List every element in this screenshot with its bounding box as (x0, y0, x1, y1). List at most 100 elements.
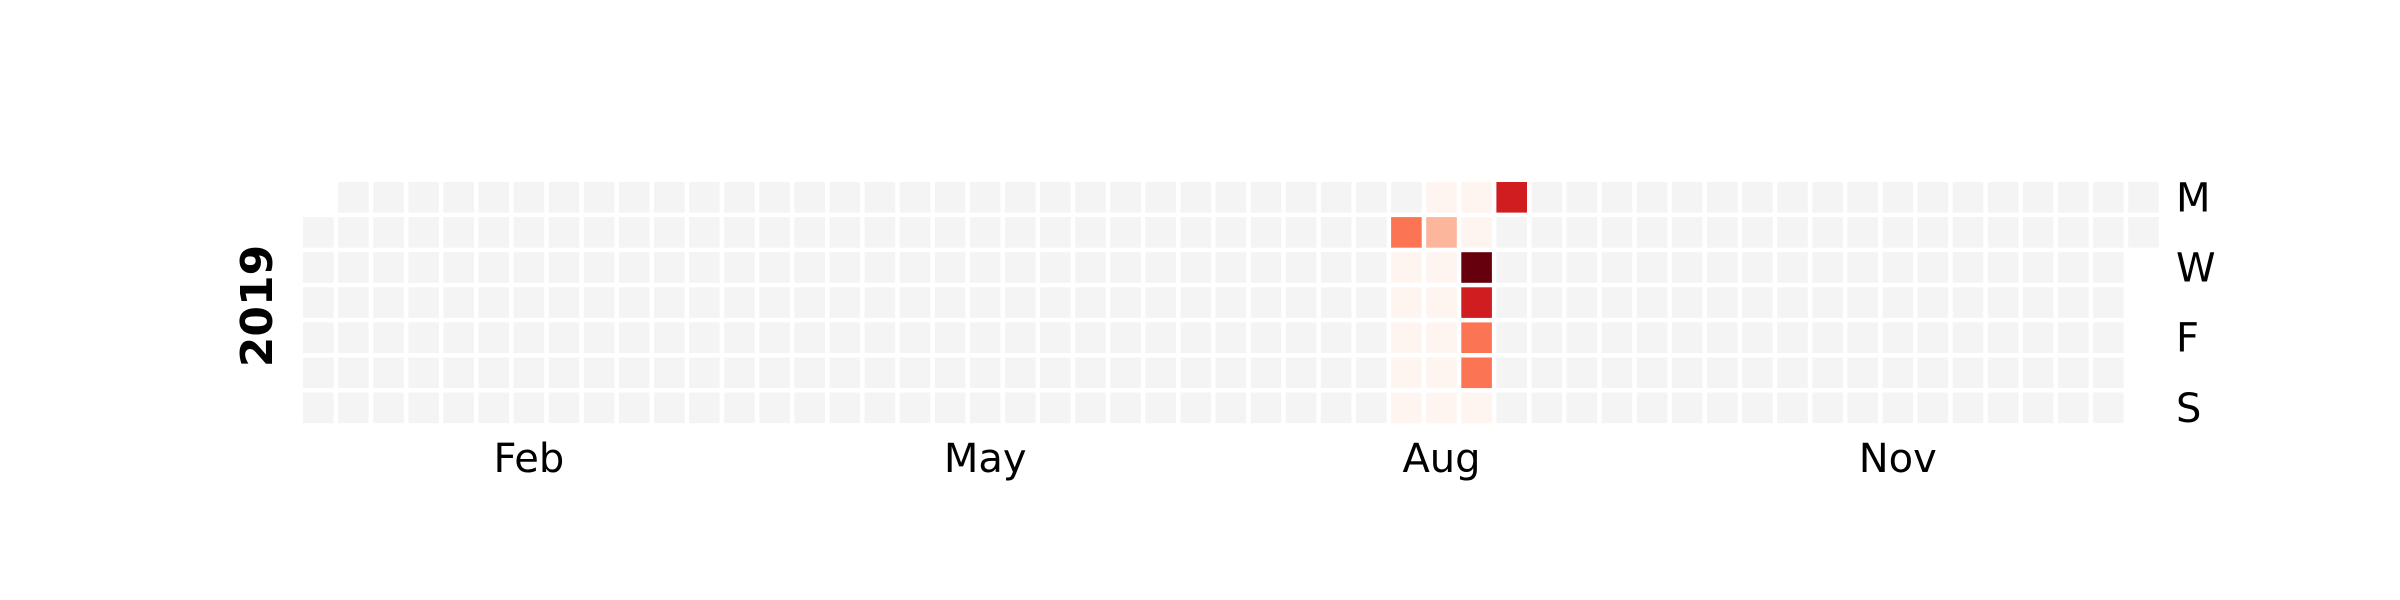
heatmap-cell (794, 287, 825, 318)
heatmap-cell (1320, 322, 1352, 353)
heatmap-cell (1812, 322, 1843, 353)
heatmap-cell (1040, 182, 1071, 213)
heatmap-cell (899, 392, 931, 424)
heatmap-cell (724, 322, 755, 353)
heatmap-cell (829, 217, 861, 248)
heatmap-cell (864, 392, 896, 424)
heatmap-cell (1952, 287, 1984, 318)
heatmap-cell (2058, 322, 2089, 353)
heatmap-cell (864, 252, 896, 283)
heatmap-cell (1426, 357, 1457, 389)
heatmap-cell (478, 322, 510, 353)
heatmap-cell (548, 252, 580, 283)
heatmap-cell (1075, 252, 1106, 283)
heatmap-cell (1917, 392, 1949, 424)
heatmap-cell (1636, 217, 1668, 248)
heatmap-cell (1461, 322, 1492, 353)
heatmap-cell (1882, 392, 1914, 424)
heatmap-cell (1461, 182, 1492, 213)
heatmap-cell (373, 217, 404, 248)
heatmap-cell (654, 287, 685, 318)
heatmap-cell (303, 217, 334, 248)
heatmap-cell (2022, 357, 2054, 389)
heatmap-cell (1391, 182, 1422, 213)
heatmap-cell (443, 217, 474, 248)
heatmap-cell (618, 182, 650, 213)
weekday-tick-label: S (2176, 386, 2201, 432)
heatmap-cell (2022, 182, 2054, 213)
heatmap-cell (443, 252, 474, 283)
heatmap-cell (1356, 392, 1387, 424)
heatmap-cell (618, 287, 650, 318)
heatmap-cell (513, 217, 545, 248)
heatmap-cell (1777, 392, 1808, 424)
heatmap-cell (478, 217, 510, 248)
heatmap-cell (1285, 392, 1317, 424)
heatmap-cell (724, 217, 755, 248)
heatmap-cell (1356, 322, 1387, 353)
heatmap-cell (1040, 252, 1071, 283)
heatmap-cell (1812, 392, 1843, 424)
heatmap-cell (1566, 182, 1598, 213)
heatmap-cell (759, 287, 790, 318)
heatmap-cell (1707, 287, 1738, 318)
heatmap-cell (1075, 182, 1106, 213)
heatmap-cell (513, 252, 545, 283)
heatmap-cell (829, 182, 861, 213)
heatmap-cell (548, 287, 580, 318)
heatmap-cell (1250, 217, 1282, 248)
heatmap-cell (1250, 287, 1282, 318)
heatmap-cell (689, 322, 720, 353)
heatmap-cell (583, 182, 615, 213)
heatmap-cell (934, 392, 966, 424)
heatmap-cell (1671, 322, 1703, 353)
heatmap-cell (2093, 357, 2124, 389)
heatmap-cell (1952, 322, 1984, 353)
heatmap-cell (1320, 182, 1352, 213)
heatmap-cell (1391, 357, 1422, 389)
heatmap-cell (1636, 182, 1668, 213)
heatmap-cell (829, 392, 861, 424)
heatmap-cell (443, 392, 474, 424)
heatmap-cell (1110, 322, 1141, 353)
heatmap-cell (2022, 252, 2054, 283)
heatmap-cell (724, 392, 755, 424)
heatmap-cell (1040, 217, 1071, 248)
heatmap-cell (1847, 217, 1878, 248)
heatmap-cell (1531, 252, 1563, 283)
heatmap-cell (1882, 322, 1914, 353)
heatmap-cell (478, 357, 510, 389)
heatmap-cell (1426, 252, 1457, 283)
heatmap-cell (2058, 357, 2089, 389)
heatmap-cell (654, 357, 685, 389)
heatmap-cell (1110, 357, 1141, 389)
heatmap-cell (689, 217, 720, 248)
heatmap-cell (1356, 357, 1387, 389)
heatmap-cell (1812, 182, 1843, 213)
heatmap-cell (724, 182, 755, 213)
heatmap-cell (1426, 392, 1457, 424)
heatmap-cell (1005, 287, 1036, 318)
heatmap-cell (1952, 252, 1984, 283)
heatmap-cell (864, 182, 896, 213)
heatmap-cell (408, 392, 439, 424)
heatmap-cell (1917, 182, 1949, 213)
heatmap-cell (724, 357, 755, 389)
heatmap-cell (1075, 217, 1106, 248)
heatmap-cell (1250, 357, 1282, 389)
heatmap-cell (1426, 287, 1457, 318)
heatmap-cell (303, 287, 334, 318)
heatmap-cell (1601, 392, 1633, 424)
heatmap-cell (794, 322, 825, 353)
heatmap-cell (1742, 217, 1773, 248)
heatmap-cell (654, 217, 685, 248)
heatmap-cell (1461, 392, 1492, 424)
heatmap-cell (373, 392, 404, 424)
heatmap-cell (1742, 392, 1773, 424)
heatmap-cell (338, 322, 369, 353)
heatmap-cell (443, 287, 474, 318)
heatmap-cell (373, 182, 404, 213)
heatmap-cell (1110, 182, 1141, 213)
heatmap-cell (1285, 287, 1317, 318)
heatmap-cell (1777, 322, 1808, 353)
